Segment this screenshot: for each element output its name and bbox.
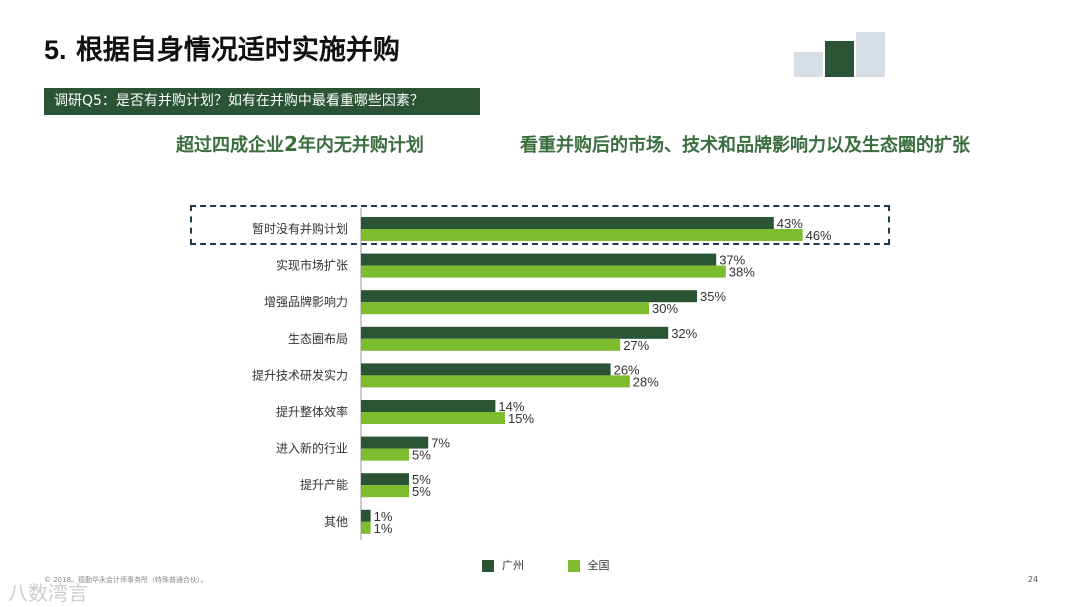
- bar-guangzhou: [361, 400, 496, 412]
- bar-guangzhou: [361, 436, 429, 449]
- bar-national: [361, 302, 649, 315]
- legend-label-guangzhou: 广州: [502, 559, 524, 572]
- footer-copyright: © 2018。德勤华永会计师事务所（特殊普通合伙）。: [44, 576, 208, 584]
- watermark: 八数湾言: [8, 581, 88, 605]
- data-label: 38%: [729, 265, 755, 280]
- bar-guangzhou: [361, 473, 409, 486]
- data-label: 1%: [374, 521, 393, 536]
- headline-left-pre: 超过四成企业: [176, 135, 284, 156]
- data-label: 32%: [671, 326, 697, 341]
- category-label: 提升技术研发实力: [252, 367, 348, 382]
- legend-swatch-national: [567, 560, 580, 572]
- data-label: 14%: [498, 399, 524, 414]
- legend-item-guangzhou: 广州: [482, 557, 524, 573]
- data-label: 26%: [614, 362, 640, 377]
- data-label: 5%: [412, 472, 431, 487]
- bar-national: [361, 485, 409, 498]
- data-label: 27%: [623, 338, 649, 353]
- data-label: 46%: [806, 228, 832, 243]
- data-label: 28%: [633, 374, 659, 389]
- category-label: 提升产能: [300, 477, 348, 492]
- data-label: 1%: [374, 509, 393, 524]
- question-banner: 调研Q5：是否有并购计划？如有在并购中最看重哪些因素？: [44, 88, 480, 115]
- category-label: 提升整体效率: [276, 404, 348, 419]
- data-label: 5%: [412, 448, 431, 463]
- bar-guangzhou: [361, 290, 697, 303]
- category-label: 生态圈布局: [288, 332, 348, 346]
- title-number: 5.: [44, 35, 67, 65]
- bar-guangzhou: [361, 217, 774, 229]
- category-label: 暂时没有并购计划: [252, 221, 348, 236]
- bar-guangzhou: [361, 509, 371, 522]
- data-label: 7%: [431, 436, 450, 451]
- legend: 广州 全国: [482, 557, 650, 573]
- bar-guangzhou: [361, 326, 669, 339]
- bar-guangzhou: [361, 253, 717, 266]
- bar-guangzhou: [361, 363, 611, 376]
- legend-swatch-guangzhou: [482, 560, 494, 572]
- page-title: 5. 根据自身情况适时实施并购: [44, 28, 400, 67]
- data-label: 37%: [719, 253, 745, 268]
- category-label: 增强品牌影响力: [264, 294, 348, 309]
- bar-national: [361, 338, 621, 351]
- legend-item-national: 全国: [567, 557, 610, 573]
- headline-right: 看重并购后的市场、技术和品牌影响力以及生态圈的扩张: [520, 135, 970, 156]
- headline-left-post: 年内无并购计划: [297, 135, 424, 156]
- bar-national: [361, 229, 803, 241]
- legend-label-national: 全国: [587, 559, 610, 572]
- bar-national: [361, 265, 726, 278]
- bar-national: [361, 412, 505, 424]
- headline-left: 超过四成企业2年内无并购计划: [176, 131, 424, 157]
- page-number: 24: [1028, 575, 1039, 584]
- data-label: 35%: [700, 289, 726, 304]
- bar-national: [361, 375, 630, 388]
- category-label: 进入新的行业: [276, 441, 348, 456]
- category-label: 实现市场扩张: [276, 258, 348, 273]
- bar-national: [361, 448, 409, 461]
- headline-left-bold: 2: [284, 132, 298, 156]
- decorative-bars-icon: [794, 32, 885, 77]
- title-text: 根据自身情况适时实施并购: [75, 35, 400, 66]
- data-label: 5%: [412, 484, 431, 499]
- data-label: 43%: [777, 216, 803, 231]
- bar-national: [361, 521, 371, 534]
- category-label: 其他: [324, 515, 348, 529]
- data-label: 30%: [652, 301, 678, 316]
- highlight-box: [190, 205, 890, 245]
- data-label: 15%: [508, 411, 534, 426]
